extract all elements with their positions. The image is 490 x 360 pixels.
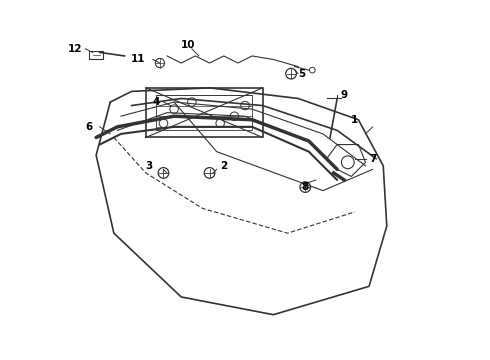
Text: 11: 11 xyxy=(131,54,146,64)
Text: 2: 2 xyxy=(220,161,227,171)
Text: 5: 5 xyxy=(298,69,305,79)
Text: 1: 1 xyxy=(351,115,359,125)
Text: 10: 10 xyxy=(181,40,196,50)
Text: 9: 9 xyxy=(341,90,348,100)
Bar xyxy=(89,51,103,59)
Text: 12: 12 xyxy=(68,44,82,54)
Text: 7: 7 xyxy=(369,154,376,164)
Text: 3: 3 xyxy=(146,161,153,171)
Text: 8: 8 xyxy=(302,182,309,192)
Text: 6: 6 xyxy=(85,122,93,132)
Text: 4: 4 xyxy=(152,97,160,107)
